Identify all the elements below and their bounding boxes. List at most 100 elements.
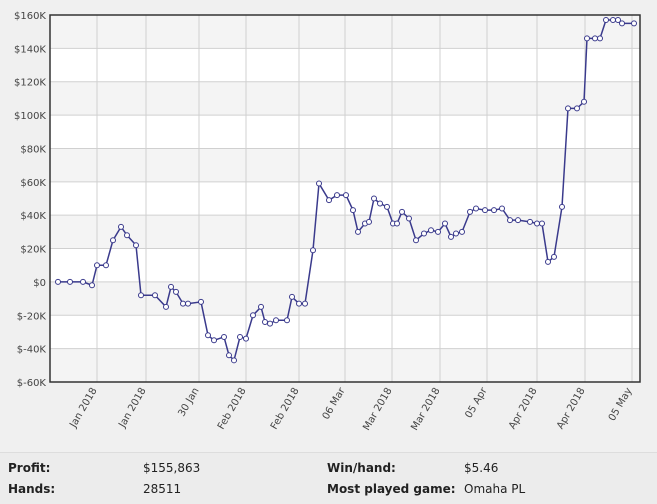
point — [597, 35, 603, 42]
point — [499, 205, 505, 212]
x-tick-label: Apr 2018 — [507, 386, 539, 431]
x-tick-label: Mar 2018 — [409, 386, 442, 433]
point — [152, 292, 158, 299]
point — [89, 282, 95, 289]
point — [243, 335, 249, 342]
stat-label: Win/hand: — [327, 461, 396, 475]
x-tick-label: 05 May — [607, 386, 635, 423]
point — [310, 247, 316, 254]
plot-border — [49, 14, 641, 383]
point — [350, 207, 356, 214]
point — [610, 17, 616, 24]
stat-value: $5.46 — [464, 461, 499, 475]
y-tick-label: $-20K — [17, 311, 47, 322]
point — [442, 220, 448, 227]
y-tick-label: $-40K — [17, 345, 47, 356]
point — [138, 292, 144, 299]
point — [273, 317, 279, 324]
stat-label: Hands: — [8, 482, 56, 496]
point — [534, 220, 540, 227]
x-tick-label: Jan 2018 — [117, 386, 149, 431]
point — [406, 215, 412, 222]
stat-value: 28511 — [143, 482, 182, 496]
y-tick-label: $40K — [20, 211, 46, 222]
y-tick-label: $60K — [20, 178, 46, 189]
y-tick-label: $0 — [33, 278, 46, 289]
point — [55, 278, 61, 285]
point — [168, 283, 174, 290]
y-tick-label: $20K — [20, 245, 46, 256]
point — [413, 237, 419, 244]
point — [581, 98, 587, 105]
point — [205, 332, 211, 339]
point — [284, 317, 290, 324]
point — [482, 207, 488, 214]
point — [250, 312, 256, 319]
point — [467, 208, 473, 215]
point — [110, 237, 116, 244]
x-tick-label: 05 Apr — [463, 385, 490, 420]
point — [334, 192, 340, 199]
point — [545, 258, 551, 265]
point — [316, 180, 322, 187]
chart: $-60K $-40K $-20K $0 $20K $40K $60K $80K $100K $1… — [14, 11, 641, 433]
y-tick-label: $140K — [14, 44, 46, 55]
point — [296, 300, 302, 307]
point — [103, 262, 109, 269]
stat-value: $155,863 — [143, 461, 201, 475]
point — [198, 298, 204, 305]
point — [185, 300, 191, 307]
point — [124, 232, 130, 239]
point — [371, 195, 377, 202]
point — [211, 337, 217, 344]
point — [574, 105, 580, 112]
y-tick-label: $120K — [14, 78, 46, 89]
point — [527, 218, 533, 225]
y-tick-label: $160K — [14, 11, 46, 22]
point — [584, 35, 590, 42]
point — [473, 205, 479, 212]
point — [399, 208, 405, 215]
point — [80, 278, 86, 285]
point — [221, 333, 227, 340]
point — [448, 233, 454, 240]
point — [67, 278, 73, 285]
point — [539, 220, 545, 227]
point — [615, 17, 621, 24]
point — [289, 293, 295, 300]
x-tick-label: Feb 2018 — [216, 386, 249, 432]
x-tick-label: Apr 2018 — [555, 386, 587, 431]
point — [421, 230, 427, 237]
x-tick-label: Jan 2018 — [68, 386, 100, 431]
stat-label: Most played game: — [327, 482, 456, 496]
y-tick-label: $-60K — [17, 378, 47, 389]
point — [453, 230, 459, 237]
point — [603, 17, 609, 24]
point — [559, 203, 565, 210]
x-tick-label: 30 Jan — [176, 386, 201, 419]
point — [355, 228, 361, 235]
point — [302, 300, 308, 307]
point — [515, 217, 521, 224]
line — [58, 19, 634, 362]
point — [180, 300, 186, 307]
point — [173, 288, 179, 295]
point — [491, 207, 497, 214]
point — [133, 242, 139, 249]
stat-value: Omaha PL — [464, 482, 526, 496]
point — [94, 262, 100, 269]
point — [237, 333, 243, 340]
point — [631, 20, 637, 27]
point — [459, 228, 465, 235]
point — [384, 203, 390, 210]
stat-label: Profit: — [8, 461, 51, 475]
point — [326, 197, 332, 204]
point — [262, 318, 268, 325]
point — [507, 217, 513, 224]
point — [231, 357, 237, 364]
point — [118, 223, 124, 230]
x-tick-label: Feb 2018 — [269, 386, 302, 432]
point — [258, 303, 264, 310]
x-tick-label: Mar 2018 — [361, 386, 394, 433]
